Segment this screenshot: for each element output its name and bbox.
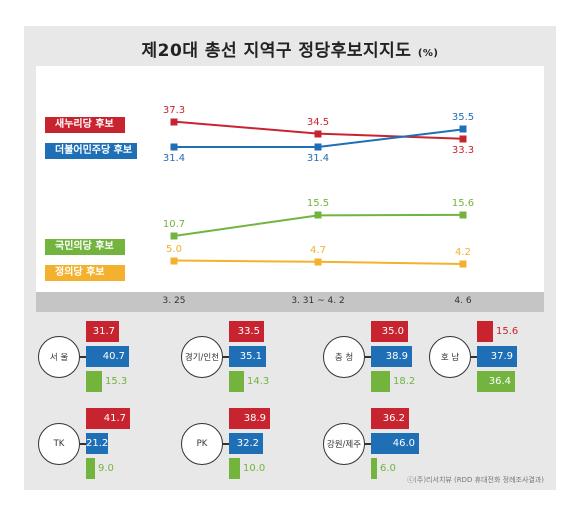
region-bar: 15.3 — [86, 371, 127, 392]
data-point — [170, 232, 178, 240]
region-bar-label: 35.0 — [381, 326, 404, 337]
region-bar: 14.3 — [229, 371, 269, 392]
region-bar-label: 14.3 — [247, 376, 270, 387]
data-label: 34.5 — [306, 116, 330, 128]
data-point — [314, 258, 322, 266]
data-label: 37.3 — [162, 104, 186, 116]
region-bar-label: 35.1 — [239, 351, 262, 362]
region-label: 경기/인천 — [181, 336, 223, 378]
region-bar-label: 15.6 — [496, 326, 519, 337]
data-point — [459, 135, 467, 143]
region-bar: 38.9 — [229, 408, 270, 429]
data-point — [459, 125, 467, 133]
title-text: 제20대 총선 지역구 정당후보지지도 — [141, 41, 412, 61]
region-bar-label: 18.2 — [393, 376, 416, 387]
region-bar-label: 36.2 — [382, 413, 405, 424]
x-tick-label: 3. 25 — [162, 296, 186, 306]
chart-title: 제20대 총선 지역구 정당후보지지도 (%) — [24, 36, 556, 61]
data-point — [459, 260, 467, 268]
data-label: 33.3 — [451, 144, 475, 156]
region-label: 충 청 — [323, 336, 365, 378]
region-bar-label: 32.2 — [236, 438, 259, 449]
data-label: 31.4 — [306, 152, 330, 164]
region-label: PK — [181, 423, 223, 465]
source-note: ⓒ(주)리서치뷰 (RDD 휴대전화 정례조사결과) — [407, 476, 544, 484]
region-bar-label: 40.7 — [102, 351, 125, 362]
data-label: 15.6 — [451, 197, 475, 209]
region-bar: 37.9 — [477, 346, 517, 367]
region-bar-label: 33.5 — [237, 326, 260, 337]
region-bar-label: 15.3 — [105, 376, 128, 387]
region-bar-label: 38.9 — [243, 413, 266, 424]
region-bar: 10.0 — [229, 458, 265, 479]
data-point — [314, 130, 322, 138]
region-bar-label: 10.0 — [243, 463, 266, 474]
region-bar: 38.9 — [371, 346, 412, 367]
region-bar: 6.0 — [371, 458, 396, 479]
region-bar-label: 21.2 — [86, 438, 109, 449]
data-point — [314, 143, 322, 151]
data-point — [314, 211, 322, 219]
data-label: 4.2 — [455, 246, 471, 258]
region-bar: 36.4 — [477, 371, 515, 392]
region-bar: 35.1 — [229, 346, 266, 367]
region-label: 강원/제주 — [323, 423, 365, 465]
region-bar: 36.2 — [371, 408, 409, 429]
legend-item: 더불어민주당 후보 — [45, 143, 137, 159]
trend-plot-area — [36, 66, 544, 292]
data-point — [170, 118, 178, 126]
region-bar: 33.5 — [229, 321, 264, 342]
legend-item: 정의당 후보 — [45, 265, 125, 281]
region-bar: 35.0 — [371, 321, 408, 342]
data-point — [459, 211, 467, 219]
region-bar-label: 46.0 — [392, 438, 415, 449]
title-unit: (%) — [417, 48, 439, 59]
data-label: 15.5 — [306, 198, 330, 210]
region-bar-label: 38.9 — [385, 351, 408, 362]
region-bar: 15.6 — [477, 321, 518, 342]
x-tick-label: 4. 6 — [454, 296, 472, 306]
region-bar: 46.0 — [371, 433, 419, 454]
data-label: 4.7 — [310, 244, 326, 256]
region-bar: 32.2 — [229, 433, 263, 454]
region-bar-label: 31.7 — [92, 326, 115, 337]
region-bar-label: 9.0 — [98, 463, 114, 474]
region-bar-label: 6.0 — [380, 463, 396, 474]
region-label: 호 남 — [429, 336, 471, 378]
region-bar-label: 37.9 — [490, 351, 513, 362]
data-label: 5.0 — [166, 243, 182, 255]
legend-item: 새누리당 후보 — [45, 117, 125, 133]
legend-item: 국민의당 후보 — [45, 239, 125, 255]
region-bar: 40.7 — [86, 346, 129, 367]
region-label: 서 울 — [38, 336, 80, 378]
region-bar: 9.0 — [86, 458, 114, 479]
data-label: 35.5 — [451, 112, 475, 124]
region-label: TK — [38, 423, 80, 465]
region-bar: 21.2 — [86, 433, 108, 454]
region-bar-label: 41.7 — [103, 413, 126, 424]
data-point — [170, 257, 178, 264]
data-label: 31.4 — [162, 152, 186, 164]
region-bar-label: 36.4 — [488, 376, 511, 387]
region-bar: 31.7 — [86, 321, 119, 342]
x-tick-label: 3. 31 ~ 4. 2 — [291, 296, 345, 306]
data-point — [170, 143, 178, 151]
region-bar: 41.7 — [86, 408, 130, 429]
region-bar: 18.2 — [371, 371, 415, 392]
x-axis-bar — [36, 292, 544, 312]
data-label: 10.7 — [162, 218, 186, 230]
